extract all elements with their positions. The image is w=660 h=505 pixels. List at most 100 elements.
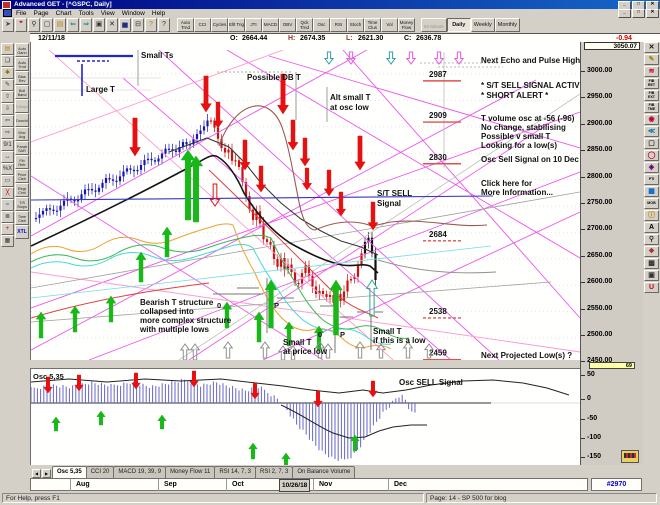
tab-money-flow[interactable]: Money Flow 11 [165, 466, 216, 478]
pencil-icon[interactable]: ✎ [1, 79, 14, 91]
print-icon[interactable]: ⊟ [132, 18, 144, 32]
menu-item[interactable]: File [16, 9, 27, 17]
new-page-icon[interactable]: ▢ [41, 18, 53, 32]
study-auto-gann[interactable]: Auto Gann [15, 43, 29, 57]
menu-item[interactable]: Tools [78, 9, 94, 17]
study-xtl[interactable]: XTL [15, 225, 29, 239]
tab-scroll-right[interactable]: ▶ [42, 469, 51, 478]
elliott-lines-icon[interactable]: ≈ [1, 199, 14, 211]
chart-wizard-icon[interactable]: ▅ [119, 18, 131, 32]
snapshot-icon[interactable]: ▦ [1, 235, 14, 247]
context-help-icon[interactable]: ? [158, 18, 170, 32]
expand-compress-icon[interactable]: ↔ [1, 151, 14, 163]
info-tool-icon[interactable]: ⓘ [644, 210, 659, 221]
multi-trendline-icon[interactable]: ≋ [644, 66, 659, 77]
menu-item[interactable]: Page [33, 9, 49, 17]
period-monthly[interactable]: Monthly [494, 18, 521, 32]
tab-scroll-left[interactable]: ◀ [32, 469, 41, 478]
toolbar-money-flow[interactable]: Money Flow [398, 18, 415, 32]
period-daily[interactable]: Daily [446, 18, 471, 32]
toolbar-elliott-trigger[interactable]: Ellt Trig [228, 18, 245, 32]
undo-icon[interactable]: U [644, 282, 659, 293]
mob-icon[interactable]: MOB [644, 198, 659, 209]
pencil-tool-icon[interactable]: ✎ [644, 54, 659, 65]
study-ts-stops[interactable]: T/S Stops [15, 197, 29, 211]
arrow-right-icon[interactable]: ⇨ [1, 127, 14, 139]
toolbar-macd[interactable]: MACD [262, 18, 279, 32]
menu-item[interactable]: View [100, 9, 115, 17]
tab-rsi-2-7-3[interactable]: RSI 2, 7, 3 [255, 466, 294, 478]
toolbar-vol[interactable]: Vol [381, 18, 398, 32]
box-tool-icon[interactable]: ▭ [1, 175, 14, 187]
fib-extension-icon[interactable]: FIB EXT [644, 90, 659, 101]
study-price-clusters[interactable]: Price Clstr [15, 169, 29, 183]
toolbar-quick-trend[interactable]: Qck Trnd [296, 18, 313, 32]
study-regression-channel[interactable]: Regr Chnl [15, 183, 29, 197]
toolbar-auto-trend[interactable]: Auto Trnd [177, 18, 194, 32]
app-icon[interactable] [2, 0, 11, 9]
gann-angles-icon[interactable]: 9/1 [1, 139, 14, 151]
oscillator-pane[interactable]: Osc 5,35 Osc SELL Signal [30, 368, 580, 470]
percent-change-icon[interactable]: %X [1, 163, 14, 175]
price-axis[interactable]: 3050.07 69 3000.00 2950.00 2900.00 2850.00 2… [580, 42, 643, 465]
child-minimize-button[interactable]: _ [618, 9, 631, 18]
pane-splitter[interactable] [30, 360, 580, 368]
color-picker-icon[interactable]: ❖ [644, 246, 659, 257]
templates-icon[interactable]: ❏ [1, 55, 14, 67]
diamond-tool-icon[interactable]: ◈ [644, 162, 659, 173]
menu-item[interactable]: Window [121, 9, 145, 17]
arrow-left-icon[interactable]: ⇦ [1, 115, 14, 127]
prev-page-icon[interactable]: ⇐ [67, 18, 79, 32]
period-weekly[interactable]: Weekly [470, 18, 495, 32]
study-moving-average[interactable]: Mov Avg [15, 127, 29, 141]
menu-item[interactable]: Chart [55, 9, 72, 17]
trendline-tool-icon[interactable]: ╳ [1, 187, 14, 199]
help-icon[interactable]: ? [145, 18, 157, 32]
tab-rsi-14-7-3[interactable]: RSI 14, 7, 3 [214, 466, 256, 478]
toolbar-time-clusters[interactable]: Time Clus [364, 18, 381, 32]
study-auto-trend[interactable]: Auto Trnd [15, 57, 29, 71]
chart-window-icon[interactable] [3, 9, 12, 17]
study-bollinger-bands[interactable]: Boll Band [15, 85, 29, 99]
toolbar-obv[interactable]: OBV [279, 18, 296, 32]
open-chart-icon[interactable]: ▤ [1, 43, 14, 55]
open-file-icon[interactable]: ▤ [54, 18, 66, 32]
pti-icon[interactable]: PTI [644, 174, 659, 185]
period-60-minute[interactable]: 60 Minute [421, 18, 447, 32]
arrow-up-icon[interactable]: ⇧ [1, 91, 14, 103]
tab-osc-5-35[interactable]: Osc 5,35 [52, 466, 87, 478]
rectangle-tool-icon[interactable]: ▢ [644, 138, 659, 149]
child-restore-button[interactable]: □ [632, 9, 645, 18]
main-chart[interactable]: 2987 2909 2830 2684 2538 2459 Small Ts Large … [30, 42, 580, 360]
pointer-tool-icon[interactable]: ➤ [2, 18, 14, 32]
copy-tool-icon[interactable]: ▣ [644, 270, 659, 281]
toolbar-cci[interactable]: CCI [194, 18, 211, 32]
study-time-clusters[interactable]: Time Clstr [15, 211, 29, 225]
zoom-in-icon[interactable]: ⚲ [644, 234, 659, 245]
copy-page-icon[interactable]: ▣ [93, 18, 105, 32]
snap-grid-icon[interactable]: ▩ [644, 258, 659, 269]
study-fib-retrace[interactable]: Fib Retr [15, 155, 29, 169]
study-parabolic-sar[interactable]: Parab SAR [15, 141, 29, 155]
study-dinapoli[interactable]: DiNapoli [15, 99, 29, 113]
fib-time-icon[interactable]: FIB TME [644, 102, 659, 113]
click-here-link[interactable]: Click here for [481, 179, 532, 188]
tab-on-balance-volume[interactable]: On Balance Volume [292, 466, 356, 478]
fib-retrace-icon[interactable]: FIB RET [644, 78, 659, 89]
toolbar-jti[interactable]: JTI [245, 18, 262, 32]
menu-item[interactable]: Help [151, 9, 166, 17]
text-tool-icon[interactable]: A [644, 222, 659, 233]
toolbar-rsi[interactable]: RSI [330, 18, 347, 32]
crosshair-icon[interactable]: + [1, 223, 14, 235]
study-bias-reversal[interactable]: Bias Rev [15, 71, 29, 85]
ts-lines-icon[interactable]: ≣ [1, 211, 14, 223]
tab-cci-20[interactable]: CCI 20 [85, 466, 115, 478]
child-close-button[interactable]: ✕ [646, 9, 659, 18]
quote-tool-icon[interactable]: ❞ [15, 18, 27, 32]
toolbar-osc[interactable]: Osc [313, 18, 330, 32]
arrow-down-icon[interactable]: ⇩ [1, 103, 14, 115]
next-page-icon[interactable]: ⇒ [80, 18, 92, 32]
tab-macd[interactable]: MACD 19, 39, 9 [113, 466, 167, 478]
more-information-link[interactable]: More Information... [481, 188, 553, 197]
elliott-trigger-icon[interactable]: ≪ [644, 126, 659, 137]
